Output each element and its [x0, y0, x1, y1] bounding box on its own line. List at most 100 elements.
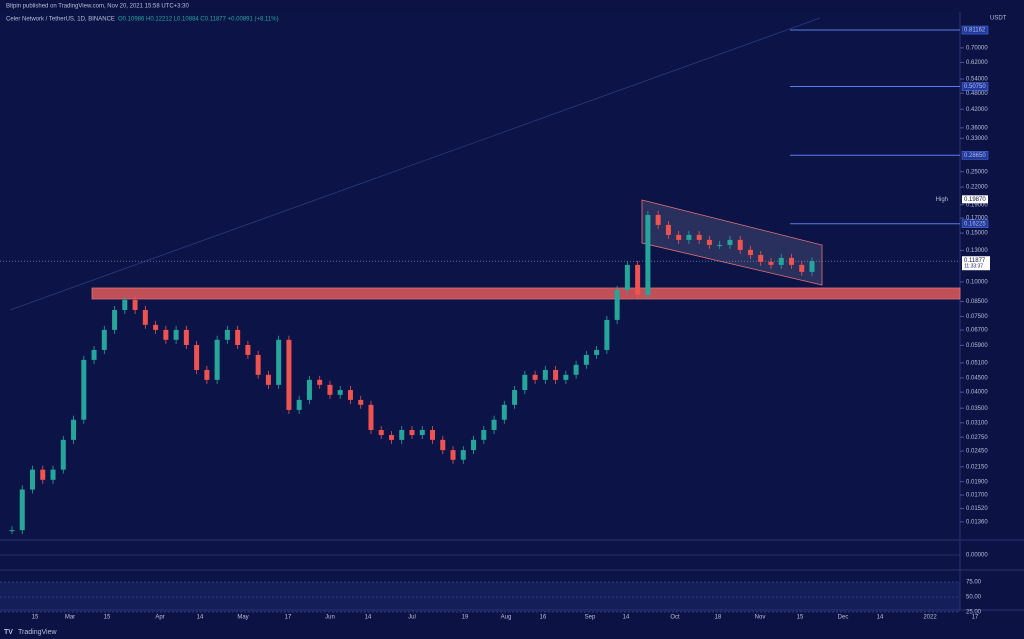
- y-tick-label: 0.19000: [966, 202, 988, 208]
- candle-body: [296, 399, 302, 410]
- candle-body: [224, 329, 230, 340]
- x-tick-label: 15: [104, 615, 111, 621]
- candle-body: [132, 299, 138, 310]
- candle-body: [676, 234, 682, 240]
- candle-body: [358, 399, 364, 405]
- candle-body: [327, 384, 333, 395]
- high-tag: [962, 195, 988, 204]
- x-tick-label: 2022: [923, 615, 937, 621]
- y-tick-label: 0.13000: [966, 248, 988, 254]
- candle-body: [717, 244, 723, 246]
- candle-body: [419, 429, 425, 436]
- y-tick-label: 0.17000: [966, 216, 988, 222]
- level-label: 0.81162: [964, 28, 986, 34]
- publisher: Bitpin published on TradingView.com, Nov…: [6, 4, 190, 10]
- candle-body: [173, 329, 179, 340]
- candle-body: [737, 239, 743, 250]
- candle-body: [573, 364, 579, 375]
- candle-body: [727, 239, 733, 245]
- candle-body: [635, 264, 641, 295]
- candle-body: [255, 354, 261, 375]
- x-tick-label: 14: [877, 615, 884, 621]
- candle-body: [153, 324, 159, 330]
- x-tick-label: May: [237, 615, 248, 621]
- x-tick-label: 14: [365, 615, 372, 621]
- x-tick-label: Jul: [408, 615, 416, 621]
- candle-body: [214, 339, 220, 380]
- candle-body: [204, 369, 210, 380]
- candle-body: [614, 289, 620, 320]
- y-tick-label: 0.08500: [966, 299, 988, 305]
- y-tick-label: 0.62000: [966, 60, 988, 66]
- y-tick-label: 0.25000: [966, 169, 988, 175]
- candle-body: [276, 339, 282, 385]
- candle-body: [778, 257, 784, 265]
- level-tag: [961, 25, 989, 35]
- candle-body: [788, 257, 794, 265]
- candle-body: [194, 344, 200, 370]
- candle-body: [522, 374, 528, 391]
- candle-body: [183, 329, 189, 345]
- x-tick-label: 16: [540, 615, 547, 621]
- candle-body: [399, 429, 405, 440]
- y-tick-label: 0.01700: [966, 493, 988, 499]
- x-tick-label: Dec: [838, 615, 849, 621]
- candle-body: [91, 349, 97, 360]
- candle-body: [440, 439, 446, 451]
- candle-body: [471, 439, 477, 451]
- x-tick-label: 14: [197, 615, 204, 621]
- price-pane: [0, 12, 960, 540]
- candle-body: [378, 429, 384, 436]
- candle-body: [409, 429, 415, 436]
- candle-body: [40, 469, 46, 480]
- candle-body: [122, 299, 128, 310]
- candle-body: [706, 239, 712, 245]
- support-zone: [91, 287, 961, 300]
- candle-body: [337, 390, 343, 395]
- chart-title: Celer Network / TetherUS, 1D, BINANCE: [6, 17, 115, 23]
- y-tick-label: 0.01360: [966, 519, 988, 525]
- candle-body: [542, 369, 548, 380]
- level-tag: [961, 151, 989, 160]
- x-tick-label: 17: [285, 615, 292, 621]
- candle-body: [9, 530, 15, 532]
- candle-body: [563, 374, 569, 380]
- y-tick-label: 0.04500: [966, 376, 988, 382]
- rsi-tick-label: 50.00: [966, 595, 982, 601]
- currency: USDT: [990, 16, 1007, 22]
- candle-body: [71, 419, 77, 440]
- y-tick-label: 0.42000: [966, 107, 988, 113]
- last-tag: [962, 256, 990, 271]
- y-tick-label: 0.02750: [966, 435, 988, 441]
- candle-body: [142, 309, 148, 325]
- candle-body: [430, 429, 436, 440]
- countdown: 11:33:37: [964, 264, 983, 270]
- candle-body: [624, 264, 630, 290]
- candle-body: [799, 264, 805, 272]
- level-label: 0.28650: [964, 153, 986, 159]
- candle-body: [655, 214, 661, 225]
- candle-body: [491, 419, 497, 430]
- y-tick-label: 0.36000: [966, 125, 988, 131]
- candle-body: [60, 439, 66, 470]
- candle-body: [512, 390, 518, 405]
- candle-body: [809, 261, 815, 272]
- x-tick-label: Mar: [65, 615, 75, 621]
- candle-body: [81, 359, 87, 420]
- candle-body: [368, 404, 374, 430]
- y-tick-label: 0.06700: [966, 328, 988, 334]
- candle-body: [306, 379, 312, 400]
- logo: TV: [4, 629, 13, 636]
- candle-body: [532, 374, 538, 380]
- y-tick-label: 0.04000: [966, 390, 988, 396]
- y-tick-label: 0.02150: [966, 464, 988, 470]
- y-tick-label: 0.03500: [966, 406, 988, 412]
- candle-body: [50, 469, 56, 480]
- y-tick-label: 0.22000: [966, 185, 988, 191]
- candle-body: [501, 404, 507, 420]
- candle-body: [112, 309, 118, 330]
- macd-tick-label: 0.00000: [966, 553, 988, 559]
- candle-body: [553, 369, 559, 380]
- level-tag: [961, 219, 989, 228]
